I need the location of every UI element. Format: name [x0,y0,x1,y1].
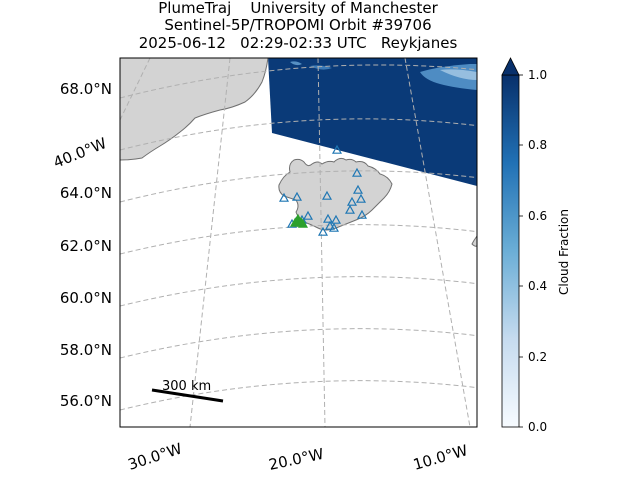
volcano-marker [356,209,368,219]
parallels [120,64,477,411]
map-frame [119,57,478,428]
title-line-2: Sentinel-5P/TROPOMI Orbit #39706 [164,16,432,34]
lon-label-40w: 40.0°W [51,134,110,172]
volcano-marker [322,213,334,223]
volcano-marker [344,204,356,214]
lon-label-30w: 30.0°W [126,439,185,473]
volcano-marker [324,220,336,230]
scandinavia-edge [471,235,477,247]
volcano-marker [331,144,343,154]
volcano-marker [351,167,363,177]
source-volcano-marker [289,217,301,227]
volcano-marker [278,192,290,202]
lat-label-60n: 60.0°N [60,289,112,307]
volcano-marker [317,226,329,236]
volcano-marker [302,210,314,220]
lat-label-62n: 62.0°N [60,237,112,255]
volcano-marker [352,184,364,194]
colorbar-tick-4: 0.8 [528,138,547,152]
volcano-marker [328,222,340,232]
lon-label-10w: 10.0°W [411,441,470,474]
lat-label-64n: 64.0°N [60,184,112,202]
source-volcano-marker [297,218,309,228]
scale-bar [151,388,224,403]
colorbar-extend-arrow [501,57,520,76]
meridians [120,58,471,427]
title-line-3: 2025-06-12 02:29-02:33 UTC Reykjanes [138,34,458,52]
colorbar-tick-3: 0.6 [528,209,547,223]
colorbar-tick-0: 0.0 [528,420,547,434]
colorbar-label: Cloud Fraction [557,209,571,295]
volcano-marker [355,193,367,203]
lat-label-68n: 68.0°N [60,80,112,98]
volcano-marker [291,191,303,201]
colorbar-gradient [501,74,520,428]
scale-bar-label: 300 km [162,379,211,394]
lat-label-56n: 56.0°N [60,392,112,410]
lon-label-20w: 20.0°W [267,445,325,474]
volcano-marker [346,196,358,206]
volcano-marker [330,214,342,224]
colorbar-tick-2: 0.4 [528,279,547,293]
lat-label-58n: 58.0°N [60,341,112,359]
colorbar-tick-1: 0.2 [528,350,547,364]
cloud-fraction-swath [268,58,477,186]
title-line-1: PlumeTraj University of Manchester [158,0,438,17]
colorbar: 0.0 0.2 0.4 0.6 0.8 1.0 Cloud Fraction [501,57,571,434]
map-area: 300 km [120,58,477,427]
volcano-marker [321,190,333,200]
greenland-landmass [120,58,269,161]
colorbar-tick-5: 1.0 [528,68,547,82]
marker-layer [278,144,368,236]
